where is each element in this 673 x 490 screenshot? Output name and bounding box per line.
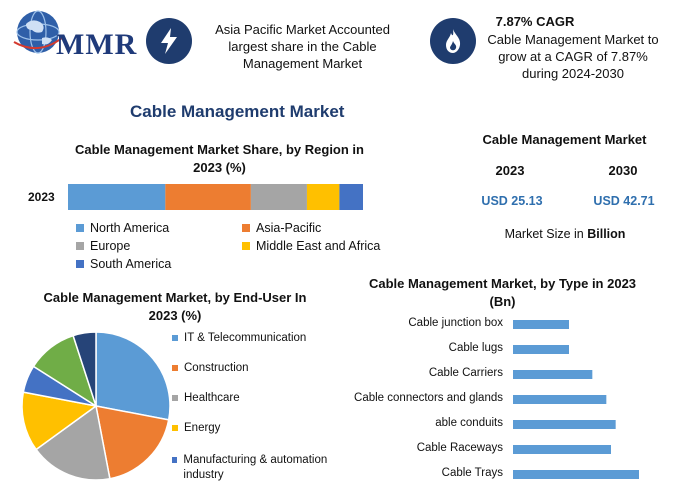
legend-label: Europe bbox=[90, 239, 131, 253]
pie-legend-item-manufacturing-automation-industry: Manufacturing & automation industry bbox=[172, 453, 352, 483]
region-bar-segment-asia-pacific bbox=[165, 184, 251, 210]
market-size-footer: Market Size in Billion bbox=[470, 227, 660, 241]
pie-legend-item-healthcare: Healthcare bbox=[172, 391, 352, 406]
type-bar-cable-trays bbox=[513, 470, 639, 479]
type-bar-label: Cable Raceways bbox=[416, 442, 503, 454]
legend-swatch bbox=[242, 242, 250, 250]
lightning-icon bbox=[161, 28, 177, 54]
market-size-footer-unit: Billion bbox=[587, 227, 626, 241]
region-stacked-bar bbox=[68, 184, 363, 210]
region-legend-item-europe: Europe bbox=[76, 239, 130, 253]
legend-label: Asia-Pacific bbox=[256, 221, 322, 235]
legend-label: Construction bbox=[184, 362, 249, 374]
region-category-label: 2023 bbox=[28, 190, 55, 204]
enduser-pie-chart bbox=[21, 332, 171, 481]
type-bar-label: Cable lugs bbox=[448, 342, 503, 354]
type-bar-label: able conduits bbox=[435, 417, 503, 429]
year-2023-label: 2023 bbox=[495, 163, 525, 178]
type-bar-able-conduits bbox=[513, 420, 616, 429]
region-bar-segment-middle-east-and-africa bbox=[306, 184, 340, 210]
legend-label: IT & Telecommunication bbox=[184, 332, 307, 344]
legend-label: South America bbox=[90, 257, 172, 271]
value-2023: USD 25.13 bbox=[481, 194, 543, 208]
type-bar-label: Cable Carriers bbox=[428, 367, 503, 379]
legend-swatch bbox=[172, 335, 178, 341]
region-legend-item-south-america: South America bbox=[76, 257, 171, 271]
region-legend-item-north-america: North America bbox=[76, 221, 169, 235]
pie-slice-energy bbox=[21, 391, 98, 451]
market-size-title: Cable Management Market bbox=[482, 132, 647, 147]
pie-legend-item-it-telecommunication: IT & Telecommunication bbox=[172, 331, 352, 346]
globe-icon bbox=[13, 10, 63, 54]
year-2030-label: 2030 bbox=[608, 163, 638, 178]
legend-swatch bbox=[172, 457, 178, 463]
type-bar-label: Cable Trays bbox=[441, 467, 503, 479]
legend-swatch bbox=[76, 224, 84, 232]
info1-text: Asia Pacific Market Accounted largest sh… bbox=[215, 22, 390, 71]
pie-slice-healthcare bbox=[35, 404, 111, 481]
info2-icon-circle bbox=[430, 18, 476, 64]
pie-legend-item-construction: Construction bbox=[172, 361, 352, 376]
legend-swatch bbox=[172, 395, 178, 401]
region-legend-item-middle-east-and-africa: Middle East and Africa bbox=[242, 239, 380, 253]
legend-swatch bbox=[76, 242, 84, 250]
info2-title: 7.87% CAGR bbox=[495, 14, 575, 29]
type-bar-cable-raceways bbox=[513, 445, 611, 454]
type-bar-label: Cable junction box bbox=[408, 317, 503, 329]
legend-label: Manufacturing & automation industry bbox=[183, 454, 328, 481]
type-bar-cable-lugs bbox=[513, 345, 569, 354]
info2-text: Cable Management Market to grow at a CAG… bbox=[487, 32, 659, 81]
legend-swatch bbox=[76, 260, 84, 268]
pie-slice-construction bbox=[95, 405, 170, 480]
type-chart-title: Cable Management Market, by Type in 2023… bbox=[368, 276, 637, 309]
type-bar-cable-connectors-and-glands bbox=[513, 395, 607, 404]
legend-swatch bbox=[172, 365, 178, 371]
type-bar-label: Cable connectors and glands bbox=[354, 392, 503, 404]
page-title: Cable Management Market bbox=[130, 102, 345, 121]
legend-swatch bbox=[172, 425, 178, 431]
region-bar-segment-south-america bbox=[339, 184, 363, 210]
legend-label: Middle East and Africa bbox=[256, 239, 381, 253]
legend-label: Healthcare bbox=[184, 392, 240, 404]
legend-label: Energy bbox=[184, 422, 221, 434]
region-chart-title: Cable Management Market Share, by Region… bbox=[75, 142, 364, 175]
pie-chart-title: Cable Management Market, by End-User In … bbox=[43, 290, 307, 323]
value-2030: USD 42.71 bbox=[593, 194, 655, 208]
type-bar-cable-junction-box bbox=[513, 320, 569, 329]
market-size-footer-prefix: Market Size in bbox=[504, 227, 588, 241]
logo-text: MMR bbox=[56, 28, 138, 61]
legend-swatch bbox=[242, 224, 250, 232]
pie-slice-unlabeled-6 bbox=[72, 332, 97, 407]
pie-slice-it-telecommunication bbox=[95, 332, 171, 421]
flame-icon bbox=[446, 29, 461, 53]
region-legend-item-asia-pacific: Asia-Pacific bbox=[242, 221, 321, 235]
logo: MMR bbox=[4, 6, 136, 61]
type-bar-chart bbox=[513, 320, 639, 479]
legend-label: North America bbox=[90, 221, 170, 235]
region-bar-segment-north-america bbox=[68, 184, 166, 210]
pie-legend-item-energy: Energy bbox=[172, 421, 352, 436]
info1-icon-circle bbox=[146, 18, 192, 64]
type-bar-cable-carriers bbox=[513, 370, 593, 379]
region-bar-segment-europe bbox=[250, 184, 307, 210]
